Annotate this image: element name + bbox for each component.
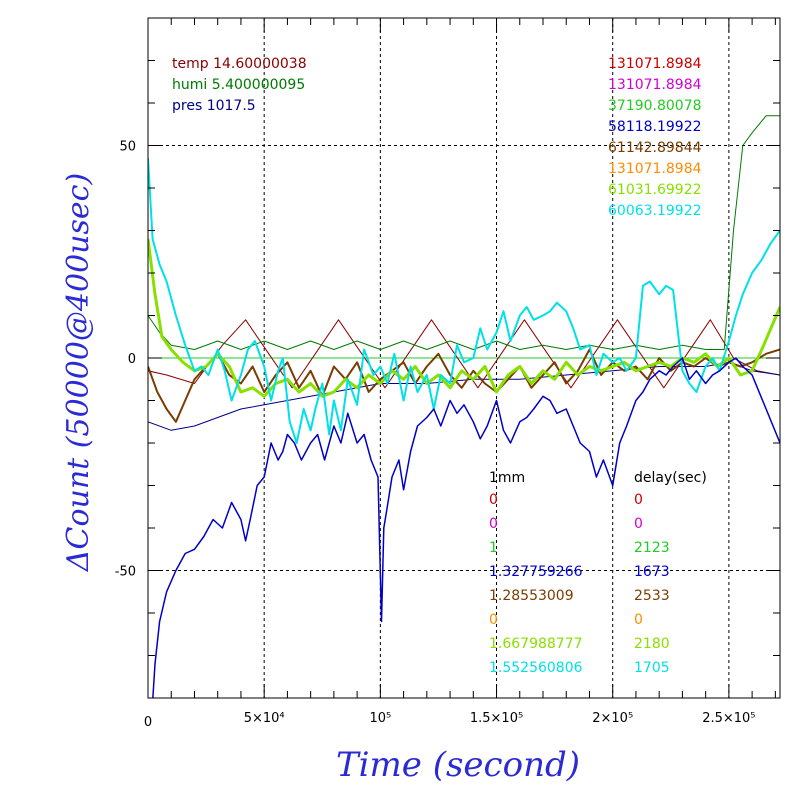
table-value-0: 0 — [489, 492, 498, 508]
table-value-4: 1.28553009 — [489, 588, 574, 604]
y-tick-label: -50 — [115, 565, 136, 580]
table-value-5: 0 — [489, 612, 498, 628]
annotations: temp 14.60000038 humi 5.400000095 pres 101… — [172, 56, 707, 676]
x-tick-label: 1.5×10⁵ — [470, 711, 523, 726]
table-delay-6: 2180 — [634, 636, 670, 652]
table-delay-0: 0 — [634, 492, 643, 508]
series-line-5 — [148, 238, 780, 398]
env-reading-2: pres 1017.5 — [172, 98, 256, 114]
table-delay-2: 2123 — [634, 540, 670, 556]
table-delay-1: 0 — [634, 516, 643, 532]
channel-value-2: 37190.80078 — [608, 98, 702, 114]
x-tick-label: 10⁵ — [369, 711, 391, 726]
channel-value-5: 131071.8984 — [608, 161, 702, 177]
x-tick-label: 2.5×10⁵ — [702, 711, 755, 726]
table-value-6: 1.667988777 — [489, 636, 583, 652]
series-line-1 — [148, 319, 780, 389]
table-header-delay: delay(sec) — [634, 470, 707, 486]
series-line-6 — [148, 158, 780, 444]
table-value-7: 1.552560806 — [489, 660, 583, 676]
env-reading-0: temp 14.60000038 — [172, 56, 307, 72]
x-tick-label: 0 — [144, 715, 152, 730]
table-header-1mm: 1mm — [489, 470, 525, 486]
y-tick-label: 50 — [119, 140, 136, 155]
y-axis-title: ΔCount (50000@400usec) — [61, 173, 96, 572]
axis-ticks — [147, 17, 780, 699]
table-delay-3: 1673 — [634, 564, 670, 580]
x-axis-title: Time (second) — [336, 745, 580, 785]
channel-value-0: 131071.8984 — [608, 56, 702, 72]
channel-value-4: 61142.89844 — [608, 140, 702, 156]
x-tick-label: 5×10⁴ — [244, 711, 285, 726]
channel-value-7: 60063.19922 — [608, 203, 702, 219]
series-line-7 — [148, 357, 780, 698]
table-value-3: 1.327759266 — [489, 564, 583, 580]
table-value-1: 0 — [489, 516, 498, 532]
env-reading-1: humi 5.400000095 — [172, 77, 305, 93]
series-group — [148, 115, 780, 698]
x-tick-label: 2×10⁵ — [592, 711, 633, 726]
table-delay-4: 2533 — [634, 588, 670, 604]
table-value-2: 1 — [489, 540, 498, 556]
tick-labels: 0 5×10⁴ 10⁵ 1.5×10⁵ 2×10⁵ 2.5×10⁵ 50 0 -50 — [115, 140, 756, 731]
channel-value-3: 58118.19922 — [608, 119, 702, 135]
table-delay-7: 1705 — [634, 660, 670, 676]
channel-value-1: 131071.8984 — [608, 77, 702, 93]
y-tick-label: 0 — [128, 352, 136, 367]
table-delay-5: 0 — [634, 612, 643, 628]
channel-value-6: 61031.69922 — [608, 182, 702, 198]
